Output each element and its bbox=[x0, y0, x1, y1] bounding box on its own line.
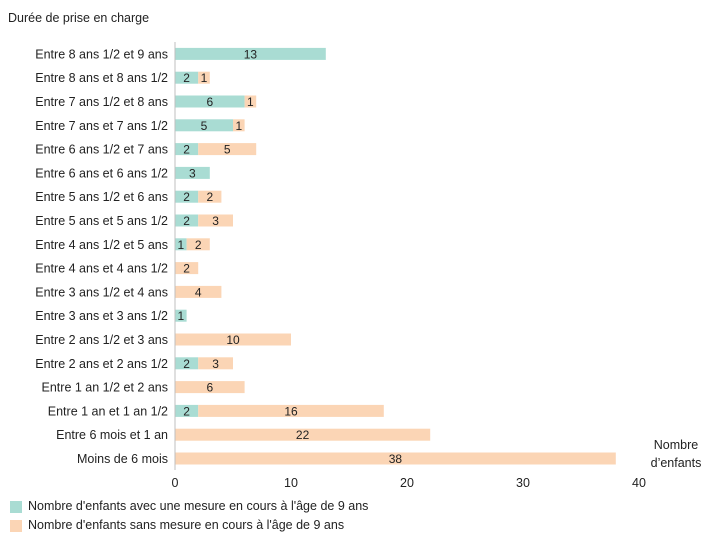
data-label: 13 bbox=[244, 47, 258, 61]
bar-with-measure bbox=[175, 190, 199, 203]
bar-without-measure bbox=[198, 190, 222, 203]
category-label: Entre 8 ans 1/2 et 9 ans bbox=[35, 47, 168, 61]
bar-without-measure bbox=[175, 333, 291, 346]
data-label: 16 bbox=[284, 404, 298, 418]
data-label: 1 bbox=[177, 238, 184, 252]
bar-without-measure bbox=[175, 285, 222, 298]
y-axis-title: Durée de prise en charge bbox=[8, 11, 149, 25]
category-label: Entre 6 ans et 6 ans 1/2 bbox=[35, 166, 168, 180]
bar-with-measure bbox=[175, 214, 199, 227]
data-label: 5 bbox=[201, 119, 208, 133]
category-label: Entre 7 ans et 7 ans 1/2 bbox=[35, 119, 168, 133]
x-tick-label: 10 bbox=[284, 476, 298, 490]
x-tick-labels: 0 10 20 30 40 bbox=[172, 476, 646, 490]
data-label: 38 bbox=[389, 452, 403, 466]
bar-without-measure bbox=[175, 381, 245, 394]
category-label: Entre 3 ans 1/2 et 4 ans bbox=[35, 285, 168, 299]
data-label: 2 bbox=[195, 238, 202, 252]
bar-with-measure bbox=[175, 119, 233, 132]
x-tick-label: 40 bbox=[632, 476, 646, 490]
category-label: Entre 7 ans 1/2 et 8 ans bbox=[35, 95, 168, 109]
legend-item-with-measure: Nombre d'enfants avec une mesure en cour… bbox=[10, 497, 368, 516]
data-label: 3 bbox=[212, 214, 219, 228]
x-axis-title-line-2: d’enfants bbox=[651, 456, 702, 470]
data-label: 3 bbox=[212, 357, 219, 371]
category-label: Entre 8 ans et 8 ans 1/2 bbox=[35, 71, 168, 85]
category-label: Entre 5 ans 1/2 et 6 ans bbox=[35, 190, 168, 204]
bar-without-measure bbox=[198, 214, 233, 227]
data-label: 6 bbox=[206, 381, 213, 395]
bar-without-measure bbox=[198, 357, 233, 370]
bar-with-measure bbox=[175, 47, 326, 60]
data-label: 6 bbox=[206, 95, 213, 109]
legend-label-with-measure: Nombre d'enfants avec une mesure en cour… bbox=[28, 499, 369, 513]
data-label: 10 bbox=[226, 333, 240, 347]
x-tick-label: 20 bbox=[400, 476, 414, 490]
bar-without-measure bbox=[244, 95, 257, 108]
bar-with-measure bbox=[175, 71, 199, 84]
data-label: 5 bbox=[224, 143, 231, 157]
category-labels: Entre 8 ans 1/2 et 9 ans Entre 8 ans et 8… bbox=[35, 47, 168, 466]
data-label: 2 bbox=[183, 214, 190, 228]
legend-label-without-measure: Nombre d'enfants sans mesure en cours à … bbox=[28, 518, 345, 532]
data-label: 2 bbox=[183, 71, 190, 85]
data-label: 4 bbox=[195, 285, 202, 299]
category-label: Entre 5 ans et 5 ans 1/2 bbox=[35, 214, 168, 228]
data-label: 2 bbox=[183, 357, 190, 371]
data-label: 1 bbox=[235, 119, 242, 133]
legend: Nombre d'enfants avec une mesure en cour… bbox=[10, 497, 368, 535]
data-label: 2 bbox=[183, 262, 190, 276]
category-label: Entre 4 ans et 4 ans 1/2 bbox=[35, 262, 168, 276]
bar-with-measure bbox=[175, 143, 199, 156]
category-label: Entre 4 ans 1/2 et 5 ans bbox=[35, 238, 168, 252]
bar-without-measure bbox=[175, 452, 616, 465]
category-label: Moins de 6 mois bbox=[77, 452, 168, 466]
bar-with-measure bbox=[175, 238, 187, 251]
data-label: 2 bbox=[183, 404, 190, 418]
category-label: Entre 6 mois et 1 an bbox=[56, 428, 168, 442]
bar-with-measure bbox=[175, 404, 199, 417]
legend-swatch-without-measure bbox=[10, 519, 22, 532]
category-label: Entre 2 ans et 2 ans 1/2 bbox=[35, 357, 168, 371]
category-label: Entre 3 ans et 3 ans 1/2 bbox=[35, 309, 168, 323]
legend-item-without-measure: Nombre d'enfants sans mesure en cours à … bbox=[10, 516, 368, 535]
bar-without-measure bbox=[233, 119, 245, 132]
bar-with-measure bbox=[175, 95, 245, 108]
bar-without-measure bbox=[175, 262, 199, 275]
category-label: Entre 2 ans 1/2 et 3 ans bbox=[35, 333, 168, 347]
x-tick-label: 30 bbox=[516, 476, 530, 490]
data-label: 2 bbox=[183, 143, 190, 157]
bar-without-measure bbox=[198, 404, 384, 417]
data-label: 2 bbox=[206, 190, 213, 204]
category-label: Entre 6 ans 1/2 et 7 ans bbox=[35, 143, 168, 157]
category-label: Entre 1 an et 1 an 1/2 bbox=[48, 404, 168, 418]
legend-swatch-with-measure bbox=[10, 500, 22, 513]
data-label: 1 bbox=[247, 95, 254, 109]
data-label: 1 bbox=[201, 71, 208, 85]
data-label: 3 bbox=[189, 166, 196, 180]
bar-with-measure bbox=[175, 309, 187, 322]
bar-without-measure bbox=[198, 71, 210, 84]
category-label: Entre 1 an 1/2 et 2 ans bbox=[42, 381, 168, 395]
bar-without-measure bbox=[186, 238, 210, 251]
bar-without-measure bbox=[198, 143, 257, 156]
x-tick-label: 0 bbox=[172, 476, 179, 490]
data-label: 1 bbox=[177, 309, 184, 323]
bar-with-measure bbox=[175, 166, 210, 179]
bar-with-measure bbox=[175, 357, 199, 370]
data-label: 22 bbox=[296, 428, 310, 442]
x-axis-title-line-1: Nombre bbox=[654, 438, 699, 452]
bar-without-measure bbox=[175, 428, 431, 441]
data-label: 2 bbox=[183, 190, 190, 204]
